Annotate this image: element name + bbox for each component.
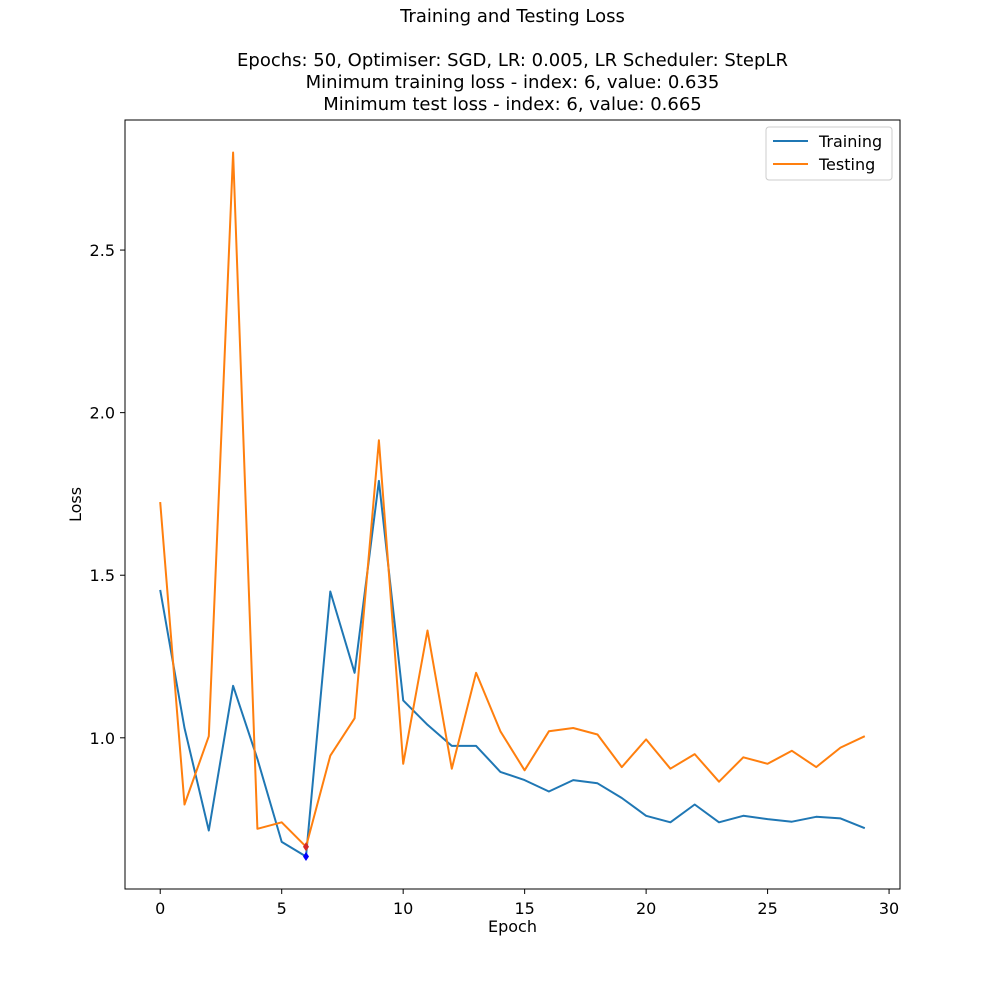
series-line-testing — [159, 151, 866, 848]
plot-area — [125, 120, 900, 889]
x-tick-label: 20 — [636, 899, 656, 918]
y-tick-label: 2.5 — [90, 241, 115, 260]
x-axis-ticks: 0 5 10 15 20 25 30 — [155, 889, 899, 918]
y-axis-ticks: 1.0 1.5 2.0 2.5 — [90, 241, 125, 748]
y-tick-label: 1.5 — [90, 566, 115, 585]
chart-subtitle-line-2: Minimum training loss - index: 6, value:… — [305, 72, 720, 93]
x-tick-label: 30 — [879, 899, 899, 918]
legend-label-testing: Testing — [818, 155, 875, 174]
legend-label-training: Training — [818, 132, 882, 151]
series-lines — [159, 151, 866, 858]
chart-title: Training and Testing Loss — [400, 6, 625, 27]
x-tick-label: 15 — [514, 899, 534, 918]
x-axis-label: Epoch — [488, 917, 537, 936]
min-markers — [302, 842, 309, 861]
min-marker-testing — [302, 842, 309, 852]
chart-subtitle-line-1: Epochs: 50, Optimiser: SGD, LR: 0.005, L… — [237, 50, 788, 71]
y-tick-label: 1.0 — [90, 729, 115, 748]
chart-title-block: Training and Testing Loss Epochs: 50, Op… — [125, 6, 900, 116]
x-tick-label: 0 — [155, 899, 165, 918]
y-tick-label: 2.0 — [90, 404, 115, 423]
min-marker-training — [302, 851, 309, 861]
x-tick-label: 25 — [757, 899, 777, 918]
chart-subtitle-line-3: Minimum test loss - index: 6, value: 0.6… — [323, 94, 702, 115]
plot-frame — [124, 119, 901, 890]
y-axis-label: Loss — [66, 487, 85, 522]
x-tick-label: 10 — [393, 899, 413, 918]
series-line-training — [159, 479, 866, 858]
legend: Training Testing — [765, 126, 893, 181]
x-tick-label: 5 — [277, 899, 287, 918]
